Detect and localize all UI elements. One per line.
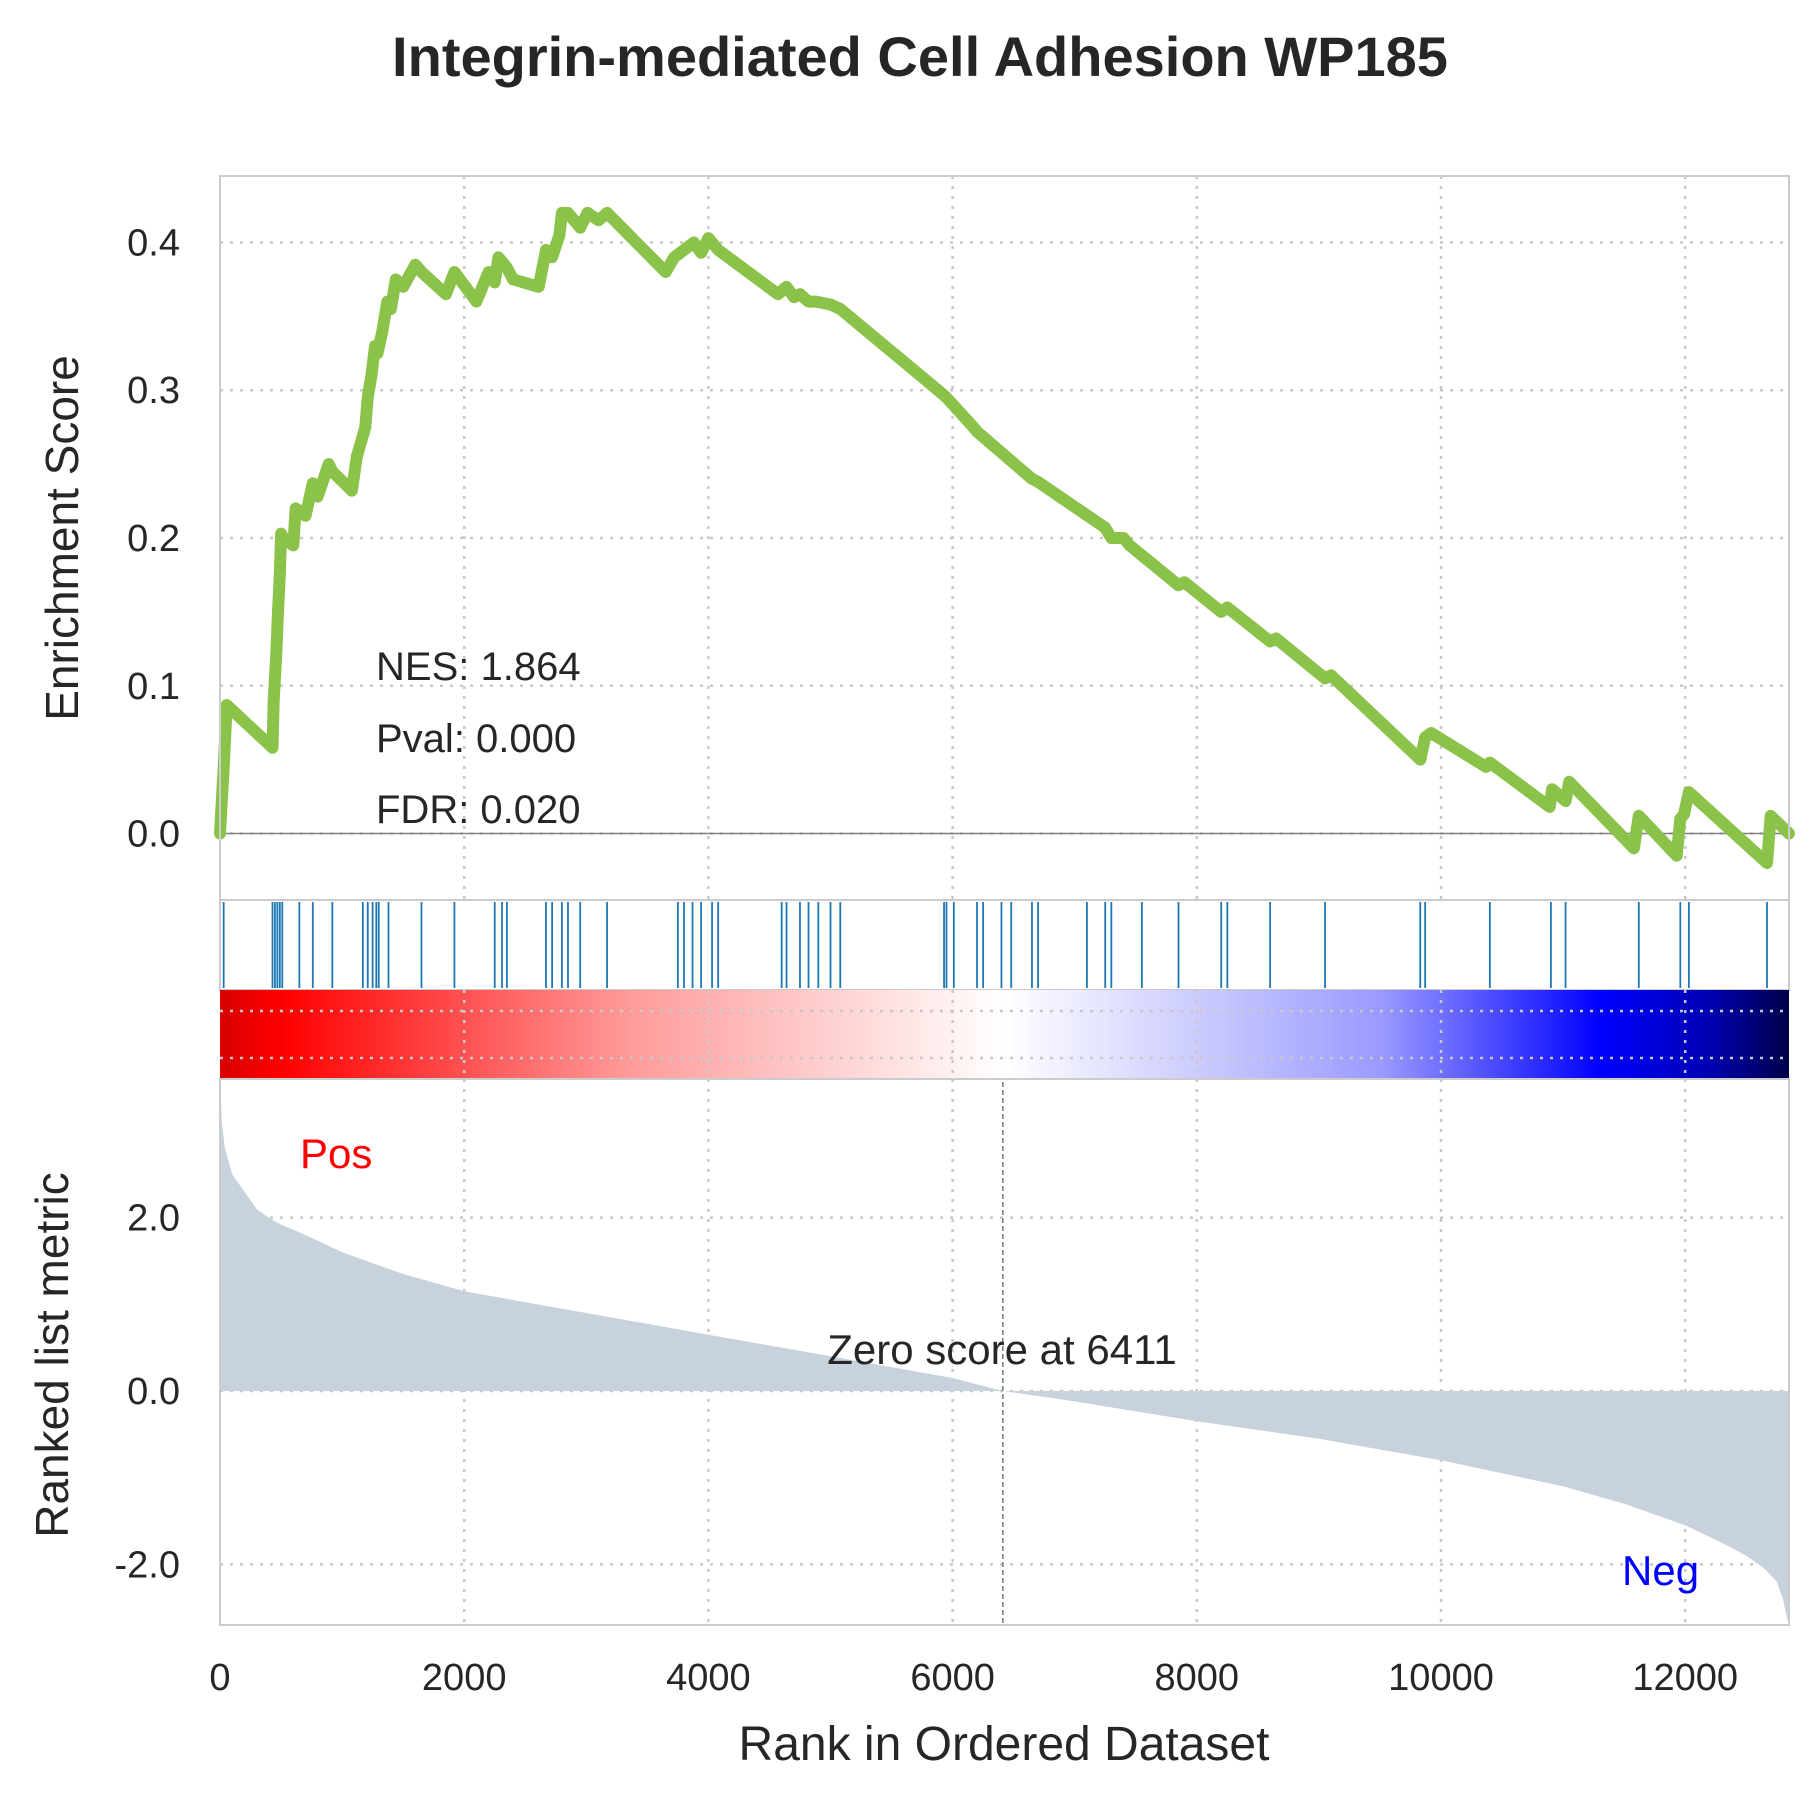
ranked-metric-area xyxy=(220,1079,1789,1625)
x-axis-label: Rank in Ordered Dataset xyxy=(739,1718,1270,1771)
enrichment-y-tick-label: 0.0 xyxy=(127,814,180,856)
enrichment-y-ticks: 0.0 0.1 0.2 0.3 0.4 xyxy=(127,222,180,855)
x-tick-label: 4000 xyxy=(666,1657,751,1699)
fdr-stat: FDR: 0.020 xyxy=(376,788,581,832)
x-tick-label: 6000 xyxy=(910,1657,995,1699)
x-tick-label: 0 xyxy=(209,1657,230,1699)
x-tick-label: 2000 xyxy=(422,1657,507,1699)
enrichment-y-axis-label: Enrichment Score xyxy=(36,355,88,721)
rank-heatmap-bar xyxy=(220,990,1789,1079)
gene-hit-markers xyxy=(222,902,1768,988)
ranked-panel: -2.0 0.0 2.0 Zero score at 6411 Pos Neg Ra… xyxy=(26,1078,1790,1626)
enrichment-y-tick-label: 0.2 xyxy=(127,518,180,560)
enrichment-score-line xyxy=(214,206,1795,870)
ranked-y-axis-label: Ranked list metric xyxy=(26,1172,78,1538)
ranked-y-tick-label: -2.0 xyxy=(115,1544,180,1586)
ranked-y-tick-label: 2.0 xyxy=(127,1198,180,1240)
neg-label: Neg xyxy=(1622,1547,1699,1594)
enrichment-y-tick-label: 0.1 xyxy=(127,666,180,708)
x-tick-label: 8000 xyxy=(1155,1657,1240,1699)
hits-panel xyxy=(219,899,1790,991)
heatmap-grid xyxy=(220,990,1789,1079)
x-tick-label: 10000 xyxy=(1388,1657,1494,1699)
chart-title: Integrin-mediated Cell Adhesion WP185 xyxy=(392,25,1448,88)
x-tick-label: 12000 xyxy=(1632,1657,1738,1699)
ranked-y-ticks: -2.0 0.0 2.0 xyxy=(115,1198,180,1587)
nes-stat: NES: 1.864 xyxy=(376,645,581,689)
ranked-y-tick-label: 0.0 xyxy=(127,1371,180,1413)
zero-score-label: Zero score at 6411 xyxy=(827,1326,1176,1373)
enrichment-y-tick-label: 0.3 xyxy=(127,370,180,412)
heatmap-panel xyxy=(220,990,1789,1079)
hits-panel-frame xyxy=(219,899,1790,991)
pval-stat: Pval: 0.000 xyxy=(376,717,576,761)
enrichment-y-tick-label: 0.4 xyxy=(127,222,180,264)
enrichment-panel: 0.0 0.1 0.2 0.3 0.4 NES: 1.864 Pval: 0.000 F… xyxy=(36,175,1795,901)
x-axis-ticks: 0 2000 4000 6000 8000 10000 12000 xyxy=(209,1657,1738,1699)
pos-label: Pos xyxy=(300,1130,372,1177)
ranked-panel-frame xyxy=(219,1078,1790,1626)
